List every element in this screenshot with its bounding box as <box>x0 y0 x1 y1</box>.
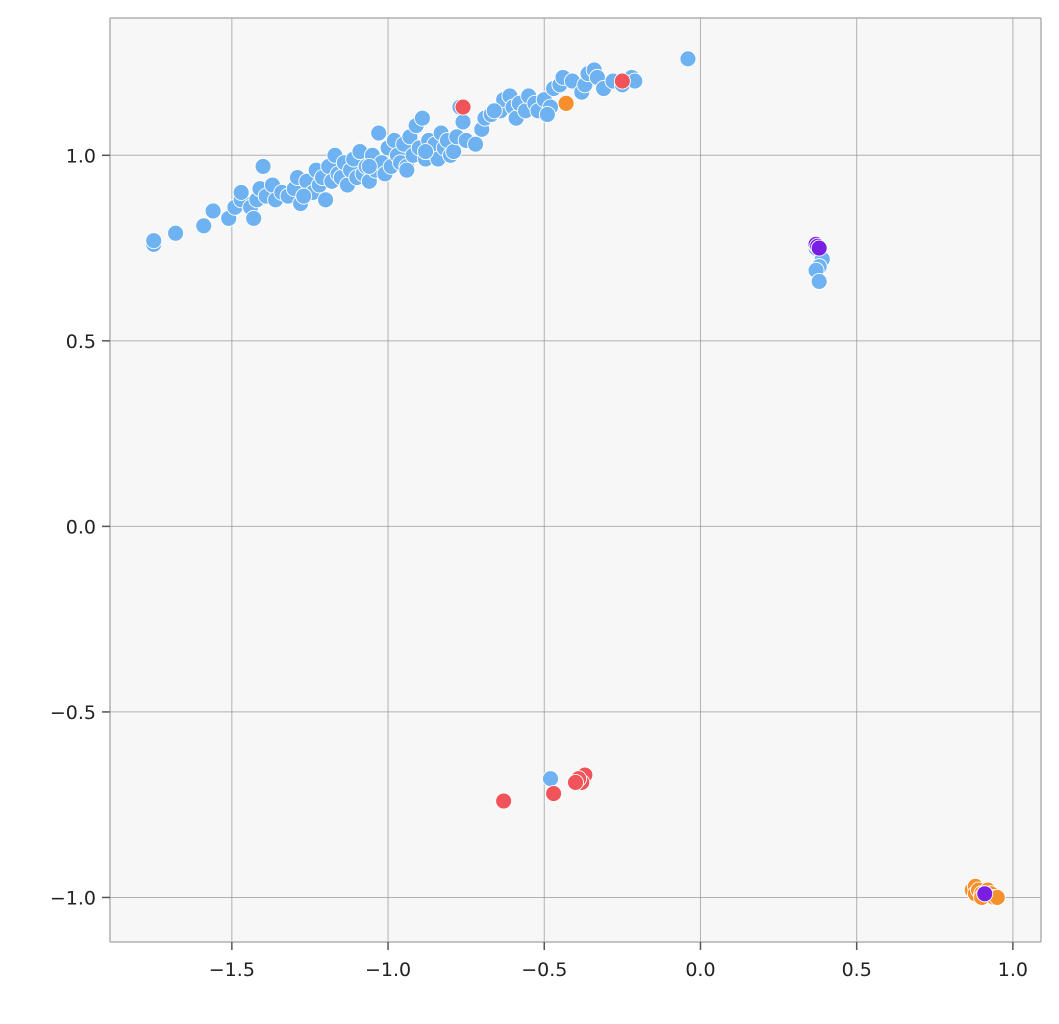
y-tick-label-2: 0.0 <box>66 516 96 538</box>
data-point-s2-0 <box>557 94 575 112</box>
data-point-s0-109 <box>538 106 556 123</box>
x-tick-label-2: −0.5 <box>521 959 567 981</box>
data-point-s0-115 <box>542 770 559 788</box>
x-tick-label-0: −1.5 <box>209 959 255 981</box>
data-point-s0-114 <box>810 273 828 290</box>
data-point-s0-44 <box>370 124 388 142</box>
data-point-s0-8 <box>232 183 250 201</box>
data-point-s0-107 <box>417 143 434 161</box>
y-axis-ticks: −1.0 −0.5 0.0 0.5 1.0 <box>50 145 110 909</box>
y-tick-label-1: −0.5 <box>50 702 96 724</box>
x-tick-label-3: 0.0 <box>685 959 715 981</box>
data-point-s0-105 <box>360 157 378 175</box>
data-point-s3-3 <box>976 885 994 903</box>
data-point-s0-108 <box>485 102 503 120</box>
data-point-s0-2 <box>167 224 185 242</box>
data-point-s0-103 <box>679 50 697 68</box>
data-point-s1-7 <box>495 792 513 810</box>
axes <box>109 17 1042 943</box>
data-point-s1-0 <box>454 98 472 116</box>
x-tick-label-5: 1.0 <box>998 959 1028 981</box>
x-tick-label-4: 0.5 <box>842 959 872 981</box>
data-point-s1-5 <box>567 773 584 791</box>
data-point-s0-27 <box>317 191 335 209</box>
data-point-s1-6 <box>545 785 563 803</box>
x-axis-ticks: −1.5 −1.0 −0.5 0.0 0.5 1.0 <box>209 942 1028 981</box>
data-point-s3-2 <box>810 239 828 257</box>
data-point-s0-58 <box>413 109 431 127</box>
data-point-s0-71 <box>454 113 472 131</box>
data-point-s0-68 <box>445 143 463 161</box>
y-tick-label-3: 0.5 <box>66 331 96 353</box>
data-point-s0-4 <box>204 202 222 220</box>
data-point-s1-1 <box>613 72 631 90</box>
x-tick-label-1: −1.0 <box>365 959 411 981</box>
data-point-s0-13 <box>254 157 272 175</box>
plot-background <box>110 18 1041 942</box>
data-point-s0-73 <box>467 135 484 153</box>
data-point-s0-104 <box>295 187 313 205</box>
data-point-s0-106 <box>398 161 416 179</box>
y-tick-label-4: 1.0 <box>66 145 96 167</box>
data-point-s0-1 <box>145 232 163 250</box>
data-point-s0-10 <box>245 209 263 227</box>
y-tick-label-0: −1.0 <box>50 887 96 909</box>
data-point-s0-3 <box>195 217 213 235</box>
data-points <box>145 50 1006 906</box>
